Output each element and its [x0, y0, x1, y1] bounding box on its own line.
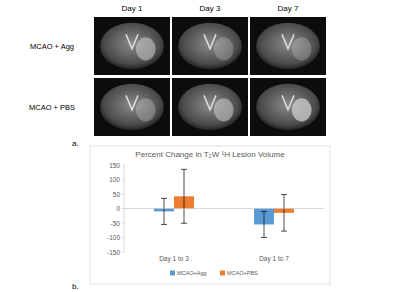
- column-label: Day 1: [122, 4, 143, 13]
- x-axis: [124, 208, 324, 209]
- y-tick-label: 150: [109, 162, 120, 169]
- lesion: [214, 37, 234, 60]
- mri-image: [250, 78, 326, 136]
- error-cap: [181, 223, 187, 224]
- image-background: [250, 78, 326, 136]
- mri-image: [94, 17, 170, 75]
- lesion: [214, 98, 234, 121]
- error-cap: [281, 194, 287, 195]
- x-tick-label: Day 1 to 3: [159, 255, 189, 263]
- error-cap: [261, 211, 267, 212]
- y-tick-label: -150: [107, 249, 120, 256]
- chart-title: Percent Change in T₂W ¹H Lesion Volume: [135, 150, 285, 159]
- column-label: Day 7: [278, 4, 299, 13]
- error-bar: [181, 169, 187, 223]
- lesion: [292, 98, 312, 121]
- brain: [256, 23, 320, 69]
- brain: [256, 84, 320, 130]
- error-stem: [264, 211, 265, 237]
- legend-swatch: [220, 271, 225, 276]
- image-background: [250, 17, 326, 75]
- error-cap: [161, 224, 167, 225]
- panel-label: a.: [72, 139, 79, 148]
- mri-image: [250, 17, 326, 75]
- error-cap: [161, 198, 167, 199]
- mri-image: [172, 17, 248, 75]
- brain: [178, 84, 242, 130]
- mri-image: [172, 78, 248, 136]
- y-tick-label: 0: [116, 205, 120, 212]
- legend: MCAO+Agg MCAO+PBS: [170, 270, 258, 276]
- chart-frame: [90, 146, 330, 284]
- brain: [178, 23, 242, 69]
- legend-label: MCAO+PBS: [227, 270, 258, 276]
- plot-area: [154, 169, 294, 237]
- row-label: MCAO + PBS: [29, 103, 75, 112]
- error-cap: [261, 237, 267, 238]
- error-stem: [184, 169, 185, 223]
- image-background: [172, 17, 248, 75]
- error-cap: [281, 231, 287, 232]
- y-tick-label: -100: [107, 234, 120, 241]
- mri-image: [94, 78, 170, 136]
- brain: [100, 84, 164, 130]
- brain: [100, 23, 164, 69]
- error-bar: [281, 195, 287, 232]
- image-background: [94, 78, 170, 136]
- row-label: MCAO + Agg: [30, 42, 74, 51]
- y-tick-label: -50: [111, 220, 121, 227]
- error-bar: [261, 211, 267, 237]
- legend-swatch: [170, 271, 175, 276]
- y-tick-label: 50: [113, 191, 121, 198]
- y-tick-label: 100: [109, 176, 120, 183]
- image-background: [94, 17, 170, 75]
- lesion: [136, 98, 156, 121]
- error-stem: [284, 195, 285, 232]
- panel-label: b.: [72, 282, 79, 291]
- error-cap: [181, 169, 187, 170]
- error-bar: [161, 198, 167, 224]
- image-background: [172, 78, 248, 136]
- column-label: Day 3: [200, 4, 221, 13]
- lesion: [292, 37, 312, 60]
- x-tick-label: Day 1 to 7: [259, 255, 289, 263]
- figure: Day 1 Day 3 Day 7 MCAO + Agg MCAO + PBS a. Per…: [0, 0, 400, 292]
- lesion: [136, 37, 156, 60]
- legend-label: MCAO+Agg: [177, 270, 207, 276]
- error-stem: [164, 198, 165, 224]
